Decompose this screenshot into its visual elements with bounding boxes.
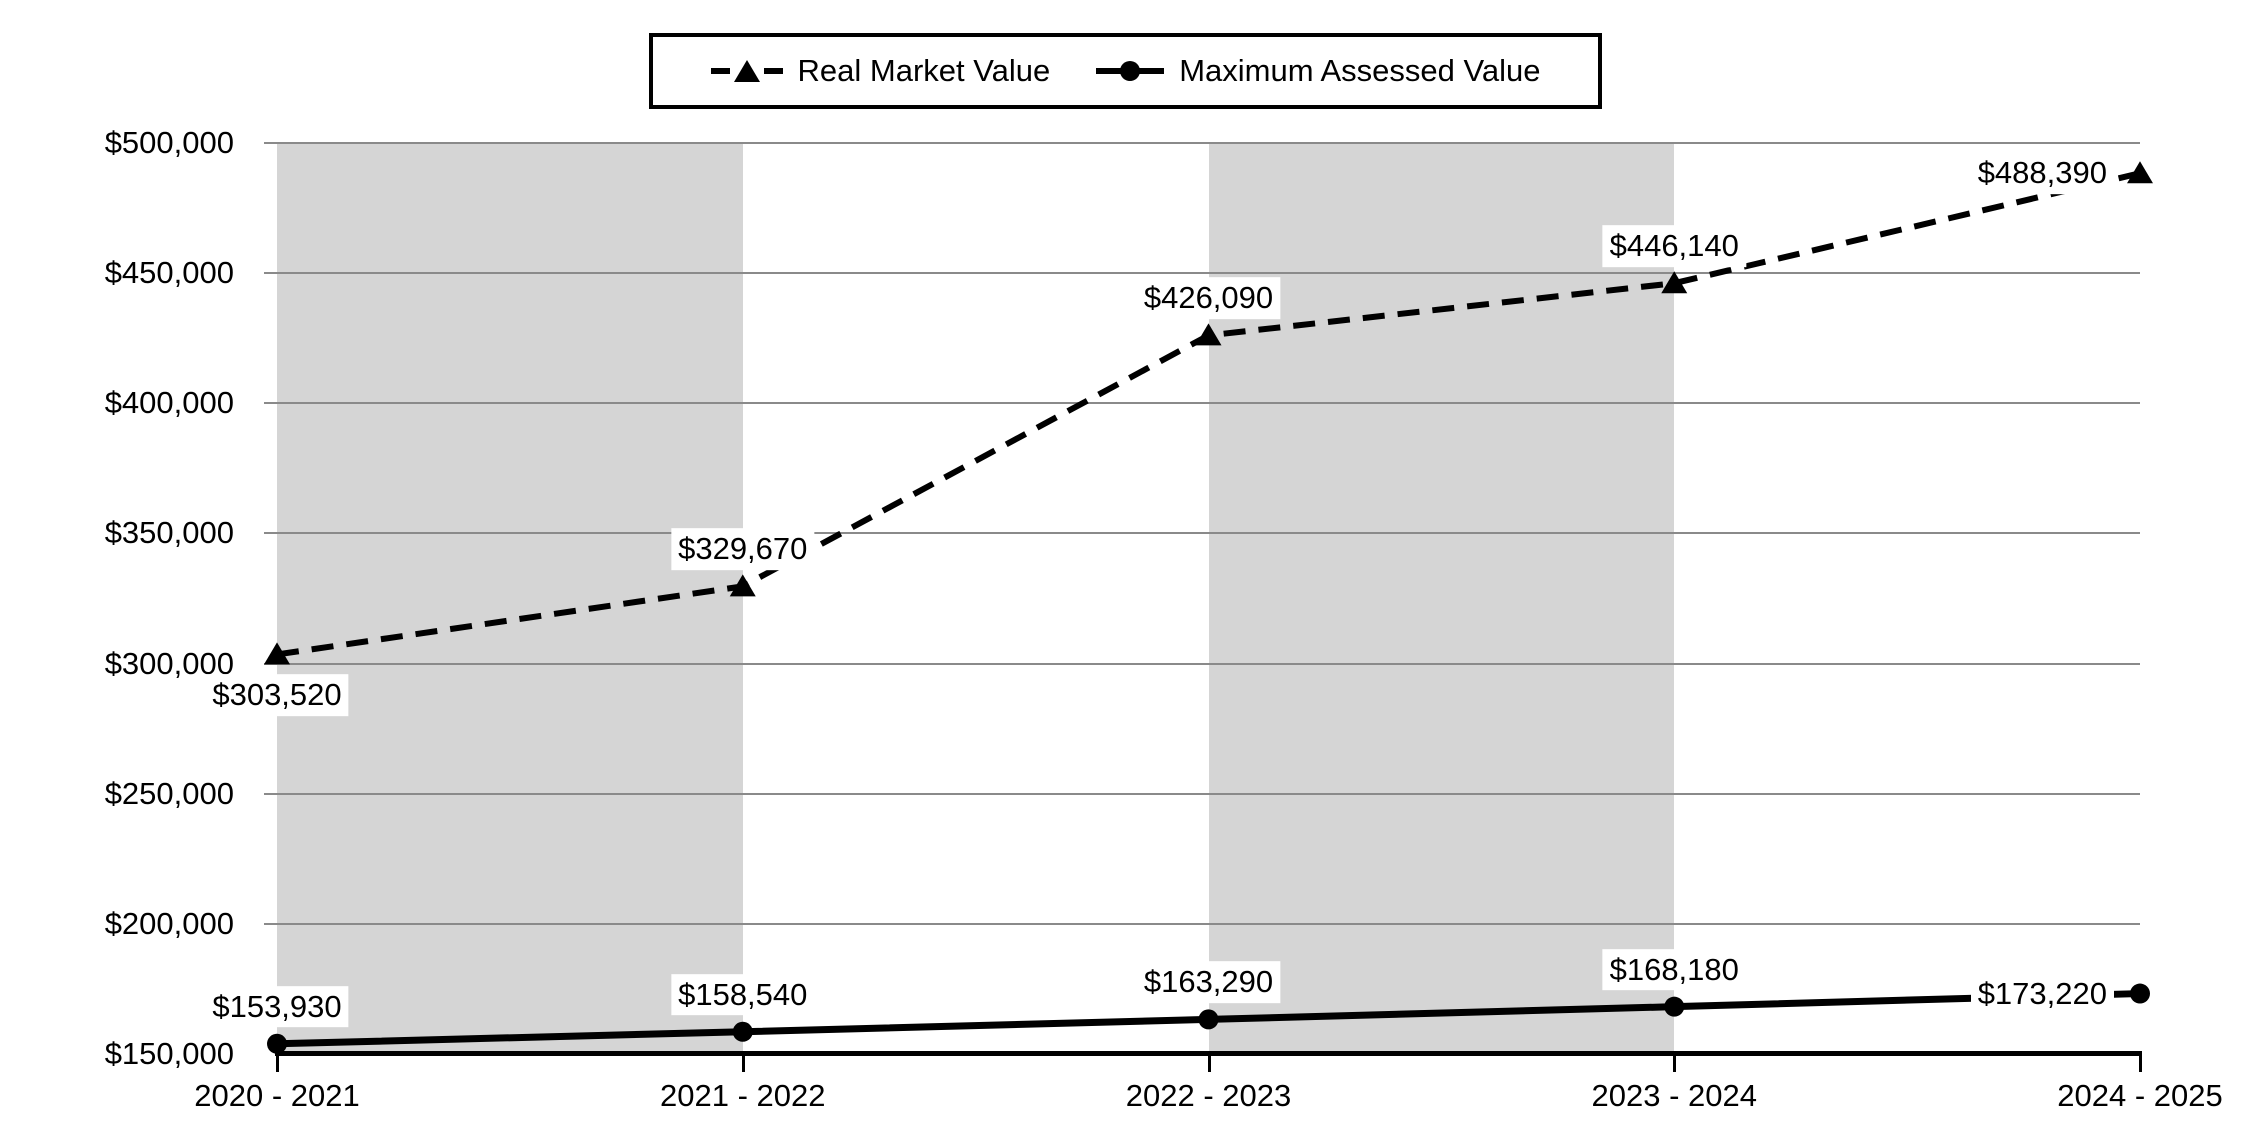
x-axis-line xyxy=(275,1051,2142,1056)
legend-item-maximum-assessed-value: Maximum Assessed Value xyxy=(1096,53,1540,89)
x-axis-tick xyxy=(2139,1056,2142,1072)
x-axis-tick xyxy=(741,1056,745,1072)
solid-line-circle-marker-icon xyxy=(1096,55,1165,87)
y-axis-tick xyxy=(264,402,277,405)
x-axis-tick xyxy=(1207,1056,1211,1072)
y-tick-label: $200,000 xyxy=(104,905,234,941)
y-gridline xyxy=(277,402,2140,405)
y-gridline xyxy=(277,662,2140,665)
circle-marker-icon xyxy=(2130,983,2150,1004)
data-label: $158,540 xyxy=(671,973,815,1016)
circle-marker-icon xyxy=(1664,996,1685,1017)
x-tick-label: 2023 - 2024 xyxy=(1591,1078,1757,1113)
y-gridline xyxy=(277,142,2140,144)
x-tick-label: 2024 - 2025 xyxy=(2057,1078,2223,1113)
y-axis-tick xyxy=(264,272,277,275)
legend-label-maximum-assessed-value: Maximum Assessed Value xyxy=(1179,53,1541,88)
y-gridline xyxy=(277,922,2140,925)
triangle-marker-icon xyxy=(1661,271,1688,294)
y-tick-label: $500,000 xyxy=(104,125,234,160)
circle-marker-icon xyxy=(1198,1009,1219,1030)
x-tick-label: 2020 - 2021 xyxy=(194,1078,360,1113)
data-label: $163,290 xyxy=(1136,961,1281,1004)
y-gridline xyxy=(277,792,2140,795)
x-tick-label: 2022 - 2023 xyxy=(1125,1078,1292,1113)
y-gridline xyxy=(277,272,2140,275)
series-line-real-market-value xyxy=(276,170,2141,658)
y-tick-label: $150,000 xyxy=(104,1036,234,1071)
data-label: $168,180 xyxy=(1602,948,1746,991)
y-tick-label: $250,000 xyxy=(104,775,234,811)
y-axis-tick xyxy=(264,922,277,925)
triangle-marker-icon xyxy=(729,574,756,597)
y-tick-label: $350,000 xyxy=(104,515,234,551)
dashed-line-triangle-marker-icon xyxy=(710,55,783,87)
legend-item-real-market-value: Real Market Value xyxy=(710,53,1051,89)
data-label: $488,390 xyxy=(1970,152,2114,195)
y-tick-label: $450,000 xyxy=(104,255,234,291)
chart-legend: Real Market Value Maximum Assessed Value xyxy=(649,33,1602,109)
y-axis-tick xyxy=(264,142,277,144)
y-tick-label: $400,000 xyxy=(104,385,234,421)
circle-marker-icon xyxy=(267,1033,287,1054)
legend-label-real-market-value: Real Market Value xyxy=(797,53,1051,88)
x-axis-tick xyxy=(1673,1056,1677,1072)
data-label: $303,520 xyxy=(205,674,349,717)
x-tick-label: 2021 - 2022 xyxy=(660,1078,826,1113)
y-axis-tick xyxy=(264,532,277,535)
y-axis-tick xyxy=(264,792,277,795)
data-label: $153,930 xyxy=(205,985,349,1028)
data-label: $173,220 xyxy=(1970,972,2114,1015)
data-label: $446,140 xyxy=(1602,225,1746,268)
plot-band xyxy=(1208,143,1675,1054)
circle-marker-icon xyxy=(732,1021,753,1042)
triangle-marker-icon xyxy=(264,642,290,665)
data-label: $426,090 xyxy=(1136,277,1281,320)
triangle-marker-icon xyxy=(2127,161,2153,184)
x-axis-tick xyxy=(276,1056,279,1072)
data-label: $329,670 xyxy=(671,528,815,571)
triangle-marker-icon xyxy=(1195,323,1222,346)
y-gridline xyxy=(277,532,2140,535)
